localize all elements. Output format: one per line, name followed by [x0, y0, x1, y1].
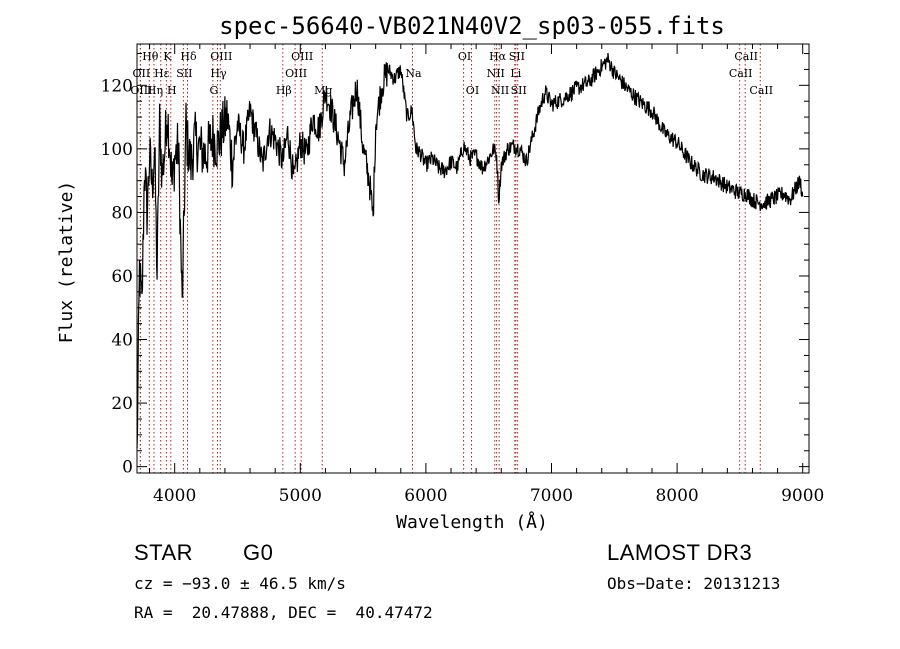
line-label-13: OIII	[285, 67, 307, 80]
chart-title: spec-56640-VB021N40V2_sp03-055.fits	[219, 12, 725, 40]
object-subclass: G0	[243, 540, 274, 565]
line-label-3: Hη	[147, 84, 163, 97]
y-tick-label-3: 60	[111, 267, 133, 287]
spectrum-line	[136, 52, 804, 449]
x-tick-label-1: 5000	[279, 486, 322, 506]
spectrum-chart: spec-56640-VB021N40V2_sp03-055.fits 4000…	[56, 12, 824, 533]
observation-date: Obs−Date: 20131213	[607, 574, 781, 593]
y-tick-label-4: 80	[111, 203, 133, 223]
line-label-9: OIII	[210, 50, 232, 63]
y-tick-label-2: 40	[111, 331, 133, 351]
x-tick-label-0: 4000	[153, 486, 196, 506]
line-label-18: OI	[466, 84, 479, 97]
line-label-14: Hβ	[276, 84, 292, 97]
x-tick-label-2: 6000	[404, 486, 447, 506]
line-label-7: SII	[176, 67, 192, 80]
y-tick-label-5: 100	[101, 140, 133, 160]
line-label-17: OI	[458, 50, 471, 63]
line-label-12: OIII	[291, 50, 313, 63]
line-label-4: Hε	[154, 67, 170, 80]
line-label-8: Hδ	[180, 50, 197, 63]
line-label-23: Li	[510, 67, 521, 80]
y-axis-label: Flux (relative)	[56, 181, 77, 344]
line-label-19: Hα	[489, 50, 507, 63]
y-tick-label-1: 20	[111, 394, 133, 414]
x-axis-ticks: 4000 5000 6000 7000 8000 9000	[149, 44, 824, 506]
plot-frame	[136, 43, 810, 474]
sky-coordinates: RA = 20.47888, DEC = 40.47472	[134, 603, 433, 622]
line-label-1: OII	[133, 67, 151, 80]
x-tick-label-3: 7000	[530, 486, 573, 506]
redshift-velocity: cz = −93.0 ± 46.5 km/s	[134, 574, 346, 593]
line-label-15: Mg	[314, 84, 332, 97]
line-label-5: K	[163, 50, 172, 63]
y-tick-label-0: 0	[122, 458, 133, 478]
y-axis-ticks: 0 20 40 60 80 100 120	[101, 53, 809, 478]
spectral-line-markers	[139, 44, 761, 473]
x-tick-label-4: 8000	[655, 486, 698, 506]
line-label-21: NII	[491, 84, 509, 97]
survey-name: LAMOST DR3	[607, 540, 753, 565]
object-class: STAR	[134, 540, 194, 565]
line-label-2: OIII	[130, 84, 152, 97]
line-label-10: Hγ	[210, 67, 227, 80]
x-tick-label-5: 9000	[781, 486, 824, 506]
spectrum-series	[136, 52, 804, 449]
line-label-11: G	[209, 84, 218, 97]
line-label-22: SII	[509, 50, 525, 63]
line-label-24: SII	[511, 84, 527, 97]
x-axis-label: Wavelength (Å)	[396, 511, 548, 533]
line-label-20: NII	[487, 67, 505, 80]
y-tick-label-6: 120	[101, 76, 133, 96]
line-label-6: H	[167, 84, 177, 97]
line-label-27: CaII	[749, 84, 773, 97]
line-label-26: CaII	[729, 67, 753, 80]
line-label-0: Hθ	[142, 50, 159, 63]
line-label-25: CaII	[734, 50, 758, 63]
line-label-16: Na	[405, 67, 422, 80]
